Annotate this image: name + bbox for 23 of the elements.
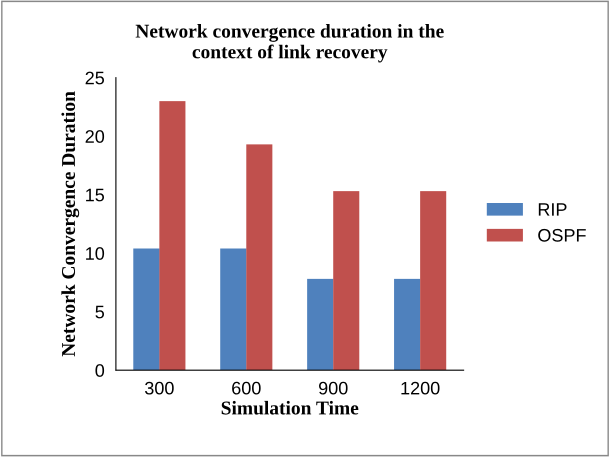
bar	[420, 191, 446, 370]
x-tick-label: 1200	[401, 382, 440, 395]
y-tick-label: 25	[86, 72, 104, 84]
bar	[220, 248, 246, 370]
bar	[333, 191, 360, 370]
bar	[394, 278, 420, 370]
x-axis-title: Simulation Time	[222, 400, 358, 415]
x-tick-label: 300	[144, 382, 174, 395]
bar	[133, 248, 160, 370]
bar	[246, 144, 272, 370]
bar	[159, 101, 186, 370]
y-axis-title: Network Convergence Duration	[61, 91, 80, 356]
y-tick-label: 5	[95, 306, 104, 318]
x-tick-label: 600	[232, 382, 261, 395]
y-tick-label: 0	[95, 364, 104, 377]
legend-label: RIP	[538, 203, 567, 216]
bar	[307, 278, 334, 370]
y-tick-label: 20	[86, 130, 104, 143]
chart-title: Network convergence duration in the context of link recovery	[136, 24, 444, 62]
x-tick-label: 900	[319, 382, 348, 395]
y-tick-label: 15	[86, 188, 104, 202]
legend-label: OSPF	[538, 228, 586, 242]
y-tick-label: 10	[86, 247, 104, 260]
